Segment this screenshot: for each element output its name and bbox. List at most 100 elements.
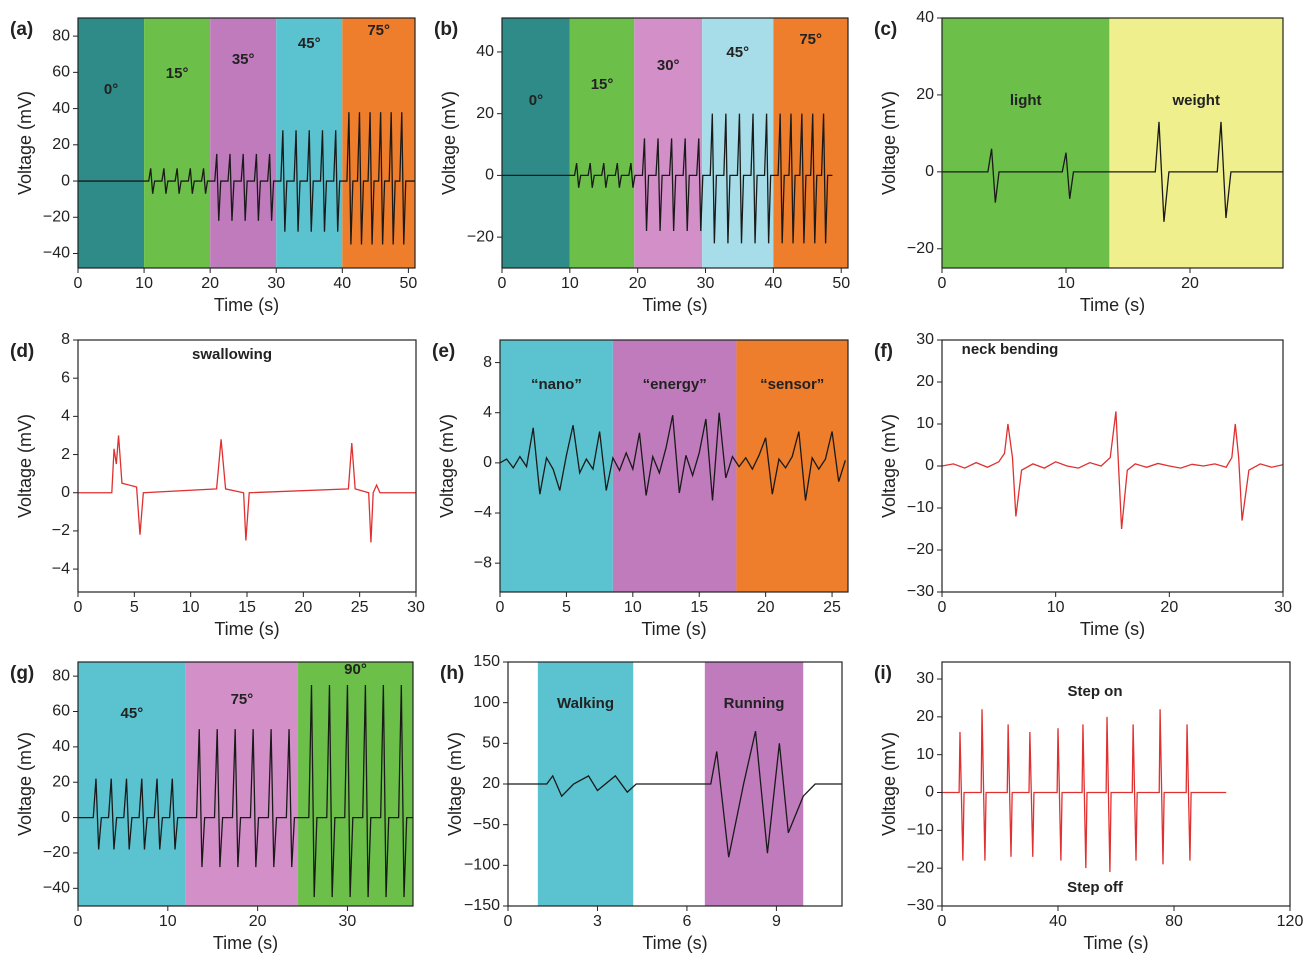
y-tick-label: 4 [483,404,492,421]
x-tick-label: 20 [629,275,647,292]
x-tick-label: 20 [1181,275,1199,292]
x-tick-label: 9 [772,913,781,930]
y-axis-label: Voltage (mV) [445,732,465,836]
x-tick-label: 30 [339,913,357,930]
y-tick-label: −10 [907,499,934,516]
y-tick-label: −40 [43,880,70,897]
y-tick-label: 60 [52,703,70,720]
x-tick-label: 20 [294,599,312,616]
x-tick-label: 20 [757,599,775,616]
region-label: 0° [529,92,543,109]
y-tick-label: 0 [483,454,492,471]
y-tick-label: 0 [485,167,494,184]
y-tick-label: 6 [61,369,70,386]
region [1109,18,1283,268]
region-label: 75° [231,691,254,708]
x-tick-label: 6 [682,913,691,930]
plot-frame [941,339,1284,593]
panel-label: (h) [440,663,464,684]
signal-line [502,113,833,244]
x-tick-label: 30 [1274,599,1292,616]
x-tick-label: 0 [938,275,947,292]
x-tick-label: 0 [74,599,83,616]
y-tick-label: 40 [476,43,494,60]
x-tick-label: 50 [399,275,417,292]
annotation: neck bending [962,341,1059,358]
panel-label: (b) [434,19,458,40]
x-tick-label: 3 [593,913,602,930]
x-axis-label: Time (s) [641,619,706,639]
x-tick-label: 0 [938,913,947,930]
x-axis-label: Time (s) [642,933,707,953]
signal-line [942,121,1283,222]
y-tick-label: 0 [925,784,934,801]
y-tick-label: −4 [52,560,70,577]
x-axis-label: Time (s) [1083,933,1148,953]
y-tick-label: −20 [907,859,934,876]
plot-frame [499,339,849,593]
region [185,662,299,906]
x-axis-label: Time (s) [214,619,279,639]
region-label: “nano” [531,376,582,393]
y-tick-label: 100 [473,694,500,711]
x-tick-label: 20 [201,275,219,292]
y-tick-label: 0 [925,457,934,474]
y-axis-label: Voltage (mV) [15,732,35,836]
x-tick-label: 25 [351,599,369,616]
region-label: Walking [557,695,614,712]
y-tick-label: 30 [916,670,934,687]
region-label: 0° [104,81,118,98]
region [569,18,635,268]
region [634,18,703,268]
x-tick-label: 20 [1160,599,1178,616]
region-label: 15° [591,76,614,93]
region-label: 30° [657,57,680,74]
region [704,662,804,906]
y-tick-label: 20 [52,773,70,790]
annotation: swallowing [192,346,272,363]
panel-label: (f) [874,341,893,362]
signal-line [78,112,415,245]
region [78,18,145,268]
y-tick-label: −20 [907,541,934,558]
annotation: Step on [1068,683,1123,700]
x-tick-label: 10 [182,599,200,616]
x-tick-label: 0 [504,913,513,930]
plot-frame [501,17,849,269]
x-tick-label: 30 [697,275,715,292]
signal-line [942,709,1227,872]
x-tick-label: 20 [249,913,267,930]
x-tick-label: 5 [130,599,139,616]
region-label: “energy” [643,376,707,393]
x-tick-label: 50 [832,275,850,292]
x-axis-label: Time (s) [213,933,278,953]
plot-frame [77,339,417,593]
y-tick-label: −100 [464,857,500,874]
signal-line [78,684,413,898]
region [773,18,848,268]
y-tick-label: 30 [916,331,934,348]
x-axis-label: Time (s) [642,295,707,315]
plot-frame [941,17,1284,269]
y-tick-label: −8 [474,554,492,571]
region [144,18,211,268]
region-label: 45° [298,35,321,52]
x-tick-label: 0 [496,599,505,616]
signal-line [78,435,416,543]
x-tick-label: 0 [938,599,947,616]
x-tick-label: 10 [1047,599,1065,616]
panel-label: (e) [432,341,455,362]
y-tick-label: 2 [61,446,70,463]
y-tick-label: 0 [61,172,70,189]
x-tick-label: 0 [498,275,507,292]
x-tick-label: 40 [333,275,351,292]
x-axis-label: Time (s) [1080,619,1145,639]
x-tick-label: 10 [135,275,153,292]
region [502,18,570,268]
y-tick-label: 10 [916,415,934,432]
region-label: light [1010,92,1042,109]
x-tick-label: 10 [1057,275,1075,292]
x-tick-label: 120 [1277,913,1304,930]
x-axis-label: Time (s) [214,295,279,315]
